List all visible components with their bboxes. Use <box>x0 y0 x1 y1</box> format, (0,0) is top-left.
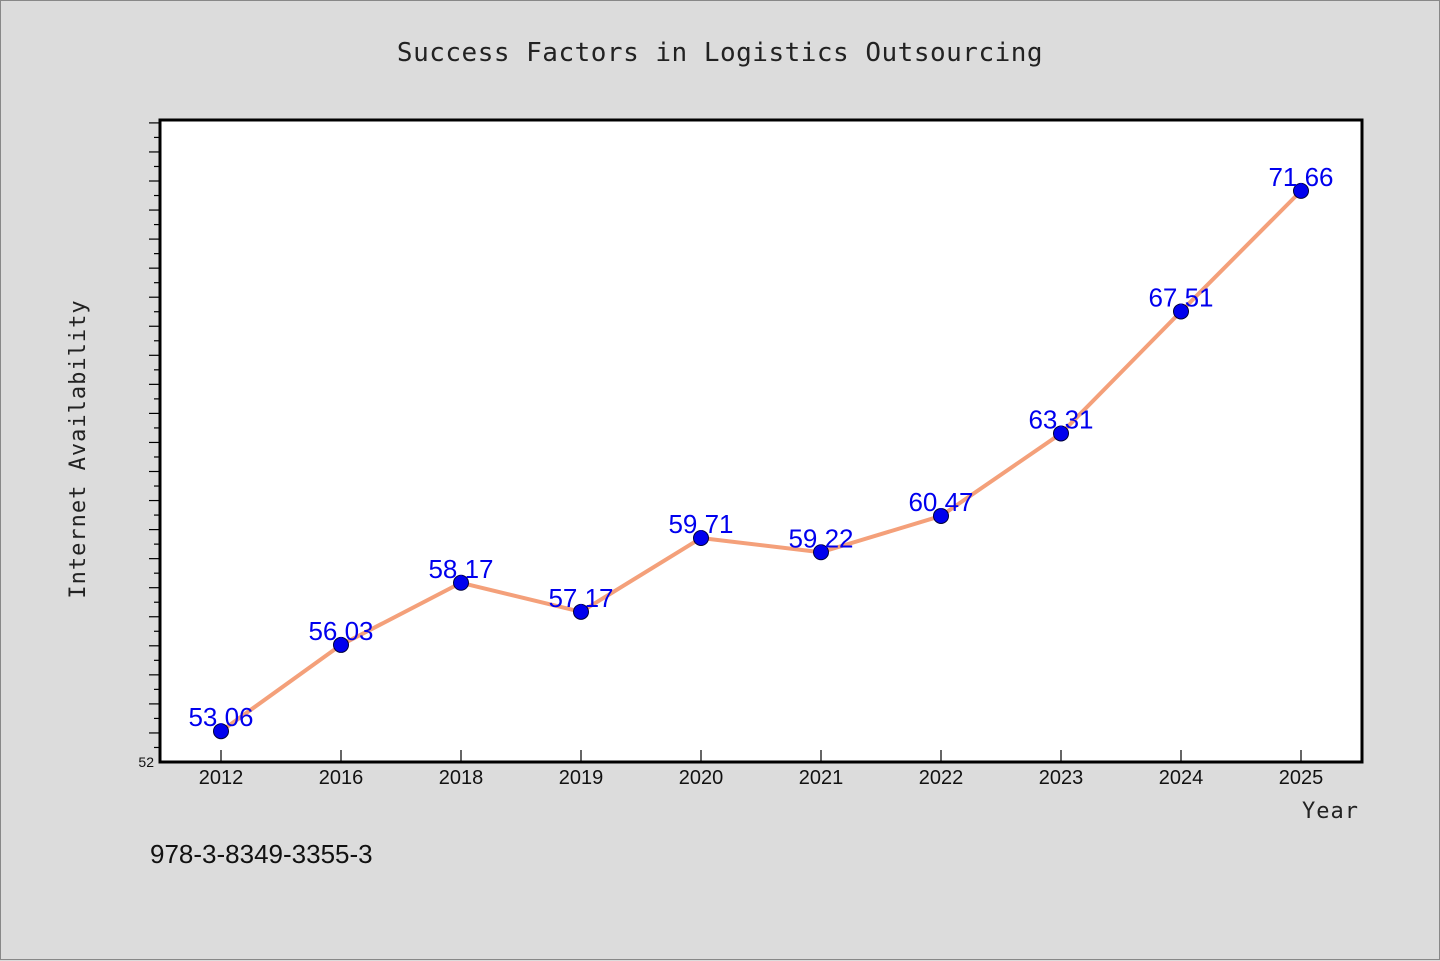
data-point <box>453 574 469 591</box>
data-point <box>1053 425 1069 442</box>
x-tick-label: 2012 <box>199 767 244 789</box>
y-tick-label: 52 <box>138 754 154 770</box>
series-markers <box>213 182 1309 740</box>
y-axis-label: Internet Availability <box>66 299 91 598</box>
x-tick-label: 2024 <box>1159 767 1204 789</box>
x-tick-label: 2025 <box>1279 767 1324 789</box>
isbn-footer: 978-3-8349-3355-3 <box>150 839 373 869</box>
x-tick-label: 2023 <box>1039 767 1084 789</box>
data-point <box>333 636 349 653</box>
data-label: 57.17 <box>548 583 613 613</box>
x-tick-label: 2018 <box>439 767 484 789</box>
y-axis-ticks: 52 <box>138 122 160 770</box>
data-label: 67.51 <box>1148 282 1213 312</box>
series-line-group <box>219 188 1303 734</box>
x-axis-label: Year <box>1302 799 1359 824</box>
plot-frame <box>158 118 1364 764</box>
data-point <box>693 530 709 547</box>
data-label: 59.71 <box>668 509 733 539</box>
plot-area <box>160 120 1362 762</box>
chart-title: Success Factors in Logistics Outsourcing <box>397 38 1043 68</box>
x-tick-label: 2019 <box>559 767 604 789</box>
data-point <box>1173 303 1189 320</box>
data-point <box>213 723 229 740</box>
data-point <box>1293 182 1309 199</box>
data-label: 63.31 <box>1028 404 1093 434</box>
x-tick-label: 2020 <box>679 767 724 789</box>
data-label: 59.22 <box>788 523 853 553</box>
series-line <box>219 188 1303 734</box>
data-point <box>573 603 589 620</box>
data-label: 53.06 <box>188 702 253 732</box>
x-tick-label: 2022 <box>919 767 964 789</box>
x-axis-ticks: 2012 2016 2018 2019 2020 2021 2022 2023 2024 2025 <box>199 750 1324 789</box>
data-label: 60.47 <box>908 487 973 517</box>
data-label: 71.66 <box>1268 162 1333 192</box>
data-label: 58.17 <box>428 554 493 584</box>
data-point <box>933 507 949 524</box>
x-tick-label: 2016 <box>319 767 364 789</box>
data-label: 56.03 <box>308 616 373 646</box>
x-tick-label: 2021 <box>799 767 844 789</box>
data-point <box>813 544 829 561</box>
data-labels: 53.06 56.03 58.17 57.17 59.71 59.22 60.47 63.31… <box>188 162 1333 732</box>
